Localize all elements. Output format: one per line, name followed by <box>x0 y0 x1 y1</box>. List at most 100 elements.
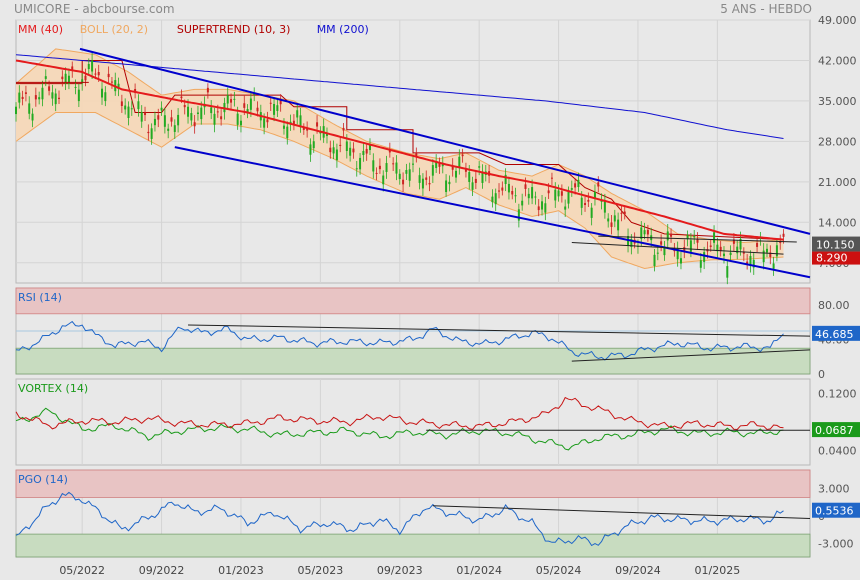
candle-body <box>498 190 501 192</box>
candle-body <box>157 115 160 120</box>
candle-body <box>77 89 80 102</box>
candle-body <box>160 107 163 111</box>
price-y-tick-label: 42.000 <box>818 54 857 67</box>
candle-body <box>392 163 395 165</box>
candle-body <box>378 165 381 170</box>
candle-body <box>699 260 702 268</box>
candle-body <box>345 141 348 151</box>
candle-body <box>461 154 464 157</box>
vortex-legend: VORTEX (14) <box>18 382 88 395</box>
candle-body <box>167 128 170 131</box>
x-tick-label: 01/2023 <box>218 564 264 577</box>
candle-body <box>230 99 233 103</box>
candle-body <box>309 144 312 155</box>
candle-body <box>58 97 61 99</box>
vortex-minus-line <box>15 396 784 431</box>
candle-body <box>263 118 266 128</box>
candle-body <box>180 96 183 99</box>
candle-body <box>504 174 507 184</box>
candle-body <box>544 203 547 213</box>
rsi-overbought-zone <box>15 287 811 315</box>
rsi-y-tick-label: 80.00 <box>818 299 850 312</box>
candle-body <box>67 75 70 84</box>
candle-body <box>630 239 633 248</box>
candle-body <box>514 195 517 197</box>
x-tick-label: 05/2022 <box>59 564 105 577</box>
candle-body <box>455 170 458 178</box>
candle-body <box>91 60 94 72</box>
candle-body <box>478 166 481 168</box>
candle-body <box>584 203 587 205</box>
pgo-line <box>15 491 784 547</box>
candle-body <box>752 259 755 268</box>
candle-body <box>61 76 64 80</box>
candle-body <box>729 252 732 256</box>
candle-body <box>101 88 104 98</box>
trendline-lower <box>174 146 811 279</box>
candle-body <box>693 236 696 238</box>
candle-body <box>531 187 534 199</box>
candle-body <box>190 113 193 121</box>
candle-body <box>547 190 550 194</box>
candle-body <box>276 105 279 111</box>
candle-body <box>359 157 362 170</box>
candle-body <box>233 98 236 100</box>
candle-body <box>749 256 752 266</box>
candle-body <box>527 193 530 199</box>
candle-body <box>269 102 272 104</box>
candle-body <box>458 156 461 168</box>
candle-body <box>87 63 90 70</box>
candle-body <box>689 240 692 252</box>
candle-body <box>302 127 305 130</box>
candle-body <box>110 81 113 83</box>
x-tick-label: 01/2025 <box>695 564 741 577</box>
candle-body <box>239 120 242 126</box>
x-tick-label: 09/2023 <box>377 564 423 577</box>
candle-body <box>299 115 302 126</box>
candle-body <box>365 148 368 154</box>
last-value-label: 10.150 <box>816 239 855 252</box>
x-tick-label: 09/2022 <box>139 564 185 577</box>
pgo-value-label: 0.5536 <box>815 505 854 518</box>
candle-body <box>471 182 474 190</box>
candle-body <box>597 182 600 187</box>
candle-body <box>144 112 147 116</box>
candle-body <box>273 103 276 115</box>
candle-body <box>501 187 504 191</box>
candle-body <box>653 254 656 267</box>
candle-body <box>84 75 87 81</box>
candle-body <box>445 180 448 193</box>
chart-period: 5 ANS - HEBDO <box>720 2 812 16</box>
candle-body <box>104 92 107 102</box>
candle-body <box>21 96 24 100</box>
rsi-trendline <box>571 349 811 362</box>
candle-body <box>511 191 514 195</box>
candle-body <box>28 103 31 114</box>
candle-body <box>385 163 388 172</box>
candle-body <box>686 235 689 239</box>
candle-body <box>325 133 328 136</box>
candle-body <box>372 160 375 172</box>
candle-body <box>117 83 120 89</box>
candle-body <box>418 175 421 183</box>
candle-body <box>554 189 557 201</box>
trendline-short <box>571 242 784 255</box>
rsi-y-tick-label: 0 <box>818 368 825 381</box>
candle-body <box>613 215 616 222</box>
candle-body <box>31 113 34 121</box>
candle-body <box>41 87 44 100</box>
candle-body <box>713 232 716 243</box>
candle-body <box>266 119 269 123</box>
candle-body <box>282 125 285 129</box>
last-value-box <box>812 236 860 252</box>
candle-body <box>342 127 345 131</box>
candle-body <box>468 172 471 182</box>
candle-body <box>150 128 153 139</box>
candle-body <box>316 122 319 127</box>
candle-body <box>716 244 719 252</box>
candle-body <box>170 117 173 122</box>
price-y-tick-label: 28.000 <box>818 135 857 148</box>
chart-title: UMICORE - abcbourse.com <box>14 2 175 16</box>
candle-body <box>388 149 391 153</box>
rsi-value-label: 46.685 <box>815 328 854 341</box>
